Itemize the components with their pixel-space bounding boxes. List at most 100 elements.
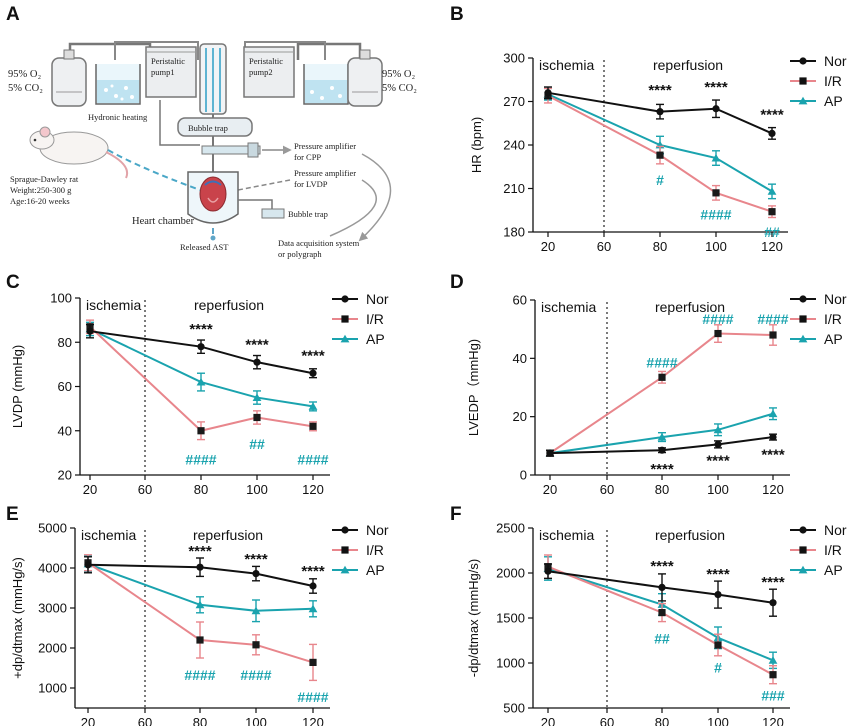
- series-line: [549, 332, 774, 454]
- y-tick-label: 240: [503, 138, 525, 153]
- rat-info-line1: Sprague-Dawley rat: [10, 174, 79, 184]
- x-tick-label: 80: [194, 482, 208, 497]
- data-point: [767, 187, 777, 195]
- data-point: [768, 656, 778, 664]
- series-line: [89, 330, 314, 375]
- legend-label: Nor: [824, 522, 847, 538]
- significance-stars: ****: [245, 336, 269, 353]
- legend: Nor I/R AP: [790, 522, 847, 578]
- y-tick-label: 5000: [38, 521, 67, 536]
- significance-hashes: ##: [764, 224, 780, 240]
- y-tick-label: 40: [513, 351, 527, 366]
- data-point: [714, 329, 722, 338]
- ischemia-label: ischemia: [86, 297, 141, 313]
- y-tick-label: 0: [520, 468, 527, 483]
- legend-marker: [799, 295, 807, 303]
- data-point: [84, 561, 92, 569]
- data-point: [197, 427, 205, 435]
- y-axis-title: -dp/dtmax (mmHg/s): [466, 559, 481, 677]
- x-tick-label: 60: [597, 239, 611, 254]
- y-tick-label: 1500: [496, 611, 525, 626]
- legend-marker: [798, 96, 808, 105]
- legend-marker: [340, 565, 350, 574]
- significance-stars: ****: [301, 563, 325, 580]
- legend-marker: [799, 526, 807, 534]
- data-point: [656, 151, 664, 159]
- hydronic-heating-label: Hydronic heating: [88, 112, 148, 122]
- data-point: [308, 604, 318, 613]
- y-tick-label: 2000: [38, 641, 67, 656]
- series-nor: [544, 563, 777, 617]
- legend-label: AP: [824, 93, 843, 109]
- data-point: [712, 105, 720, 113]
- series-line: [547, 91, 773, 135]
- daq-arrow-2: [329, 179, 378, 237]
- x-tick-label: 20: [543, 482, 557, 497]
- legend-marker: [798, 565, 808, 574]
- significance-hashes: ##: [249, 436, 265, 452]
- data-point: [309, 369, 317, 377]
- data-point: [196, 377, 206, 386]
- schematic-panel: A 95% O₂ 5% CO₂ Hydronic heating Perista: [6, 4, 417, 259]
- legend-label: Nor: [366, 522, 389, 538]
- data-point: [252, 641, 260, 649]
- cpp-label-line1: Pressure amplifier: [294, 141, 356, 151]
- data-point: [658, 373, 666, 381]
- significance-hashes: ####: [297, 689, 328, 705]
- series-ir: [544, 554, 777, 685]
- y-tick-label: 100: [50, 291, 72, 306]
- series-line: [547, 567, 774, 662]
- legend-label: AP: [824, 562, 843, 578]
- y-tick-label: 3000: [38, 601, 67, 616]
- series-line: [89, 328, 314, 408]
- ischemia-label: ischemia: [539, 527, 594, 543]
- legend-marker: [340, 334, 350, 343]
- series-nor: [86, 323, 317, 379]
- series-line: [547, 94, 773, 213]
- x-tick-label: 20: [541, 239, 555, 254]
- charts: B 180 210 240 270 300 20 60 80 100 120 HR (bpm) isch…: [6, 4, 847, 726]
- heart-chamber-label: Heart chamber: [132, 216, 195, 227]
- series-line: [87, 561, 314, 664]
- reservoir-left: [95, 64, 141, 105]
- significance-hashes: ####: [702, 311, 733, 327]
- y-axis-title: LVEDP（mmHg): [466, 339, 481, 436]
- gas-cylinder-left: [51, 49, 87, 107]
- data-point: [769, 433, 777, 441]
- series-line: [549, 412, 774, 455]
- data-point: [713, 425, 723, 434]
- legend-label: I/R: [824, 73, 842, 89]
- legend-label: AP: [824, 331, 843, 347]
- data-point: [544, 89, 552, 97]
- y-tick-label: 1000: [38, 681, 67, 696]
- chart-panel-e: E 1000 2000 3000 4000 5000 20 60 80 100 120 +dp/dtm…: [6, 504, 389, 726]
- significance-hashes: ##: [654, 631, 670, 647]
- panel-letter-f: F: [450, 504, 462, 525]
- heart-chamber: [187, 171, 239, 241]
- x-tick-label: 100: [707, 715, 729, 726]
- data-point: [197, 343, 205, 351]
- data-point: [196, 636, 204, 644]
- y-tick-label: 60: [513, 293, 527, 308]
- x-tick-label: 100: [705, 239, 727, 254]
- gas-right-co2: 5% CO₂: [382, 83, 417, 94]
- x-tick-label: 120: [762, 715, 784, 726]
- legend-label: AP: [366, 331, 385, 347]
- y-tick-label: 20: [58, 468, 72, 483]
- x-tick-label: 80: [655, 482, 669, 497]
- significance-stars: ****: [761, 574, 785, 591]
- x-tick-label: 80: [193, 715, 207, 726]
- series-line: [547, 565, 774, 676]
- data-point: [714, 440, 722, 448]
- y-tick-label: 80: [58, 335, 72, 350]
- legend-label: Nor: [824, 291, 847, 307]
- reperfusion-label: reperfusion: [655, 299, 725, 315]
- significance-stars: ****: [650, 461, 674, 478]
- y-tick-label: 500: [503, 701, 525, 716]
- significance-stars: ****: [706, 566, 730, 583]
- significance-hashes: #: [714, 660, 722, 676]
- reperfusion-label: reperfusion: [194, 297, 264, 313]
- x-tick-label: 20: [81, 715, 95, 726]
- significance-hashes: ####: [297, 452, 328, 468]
